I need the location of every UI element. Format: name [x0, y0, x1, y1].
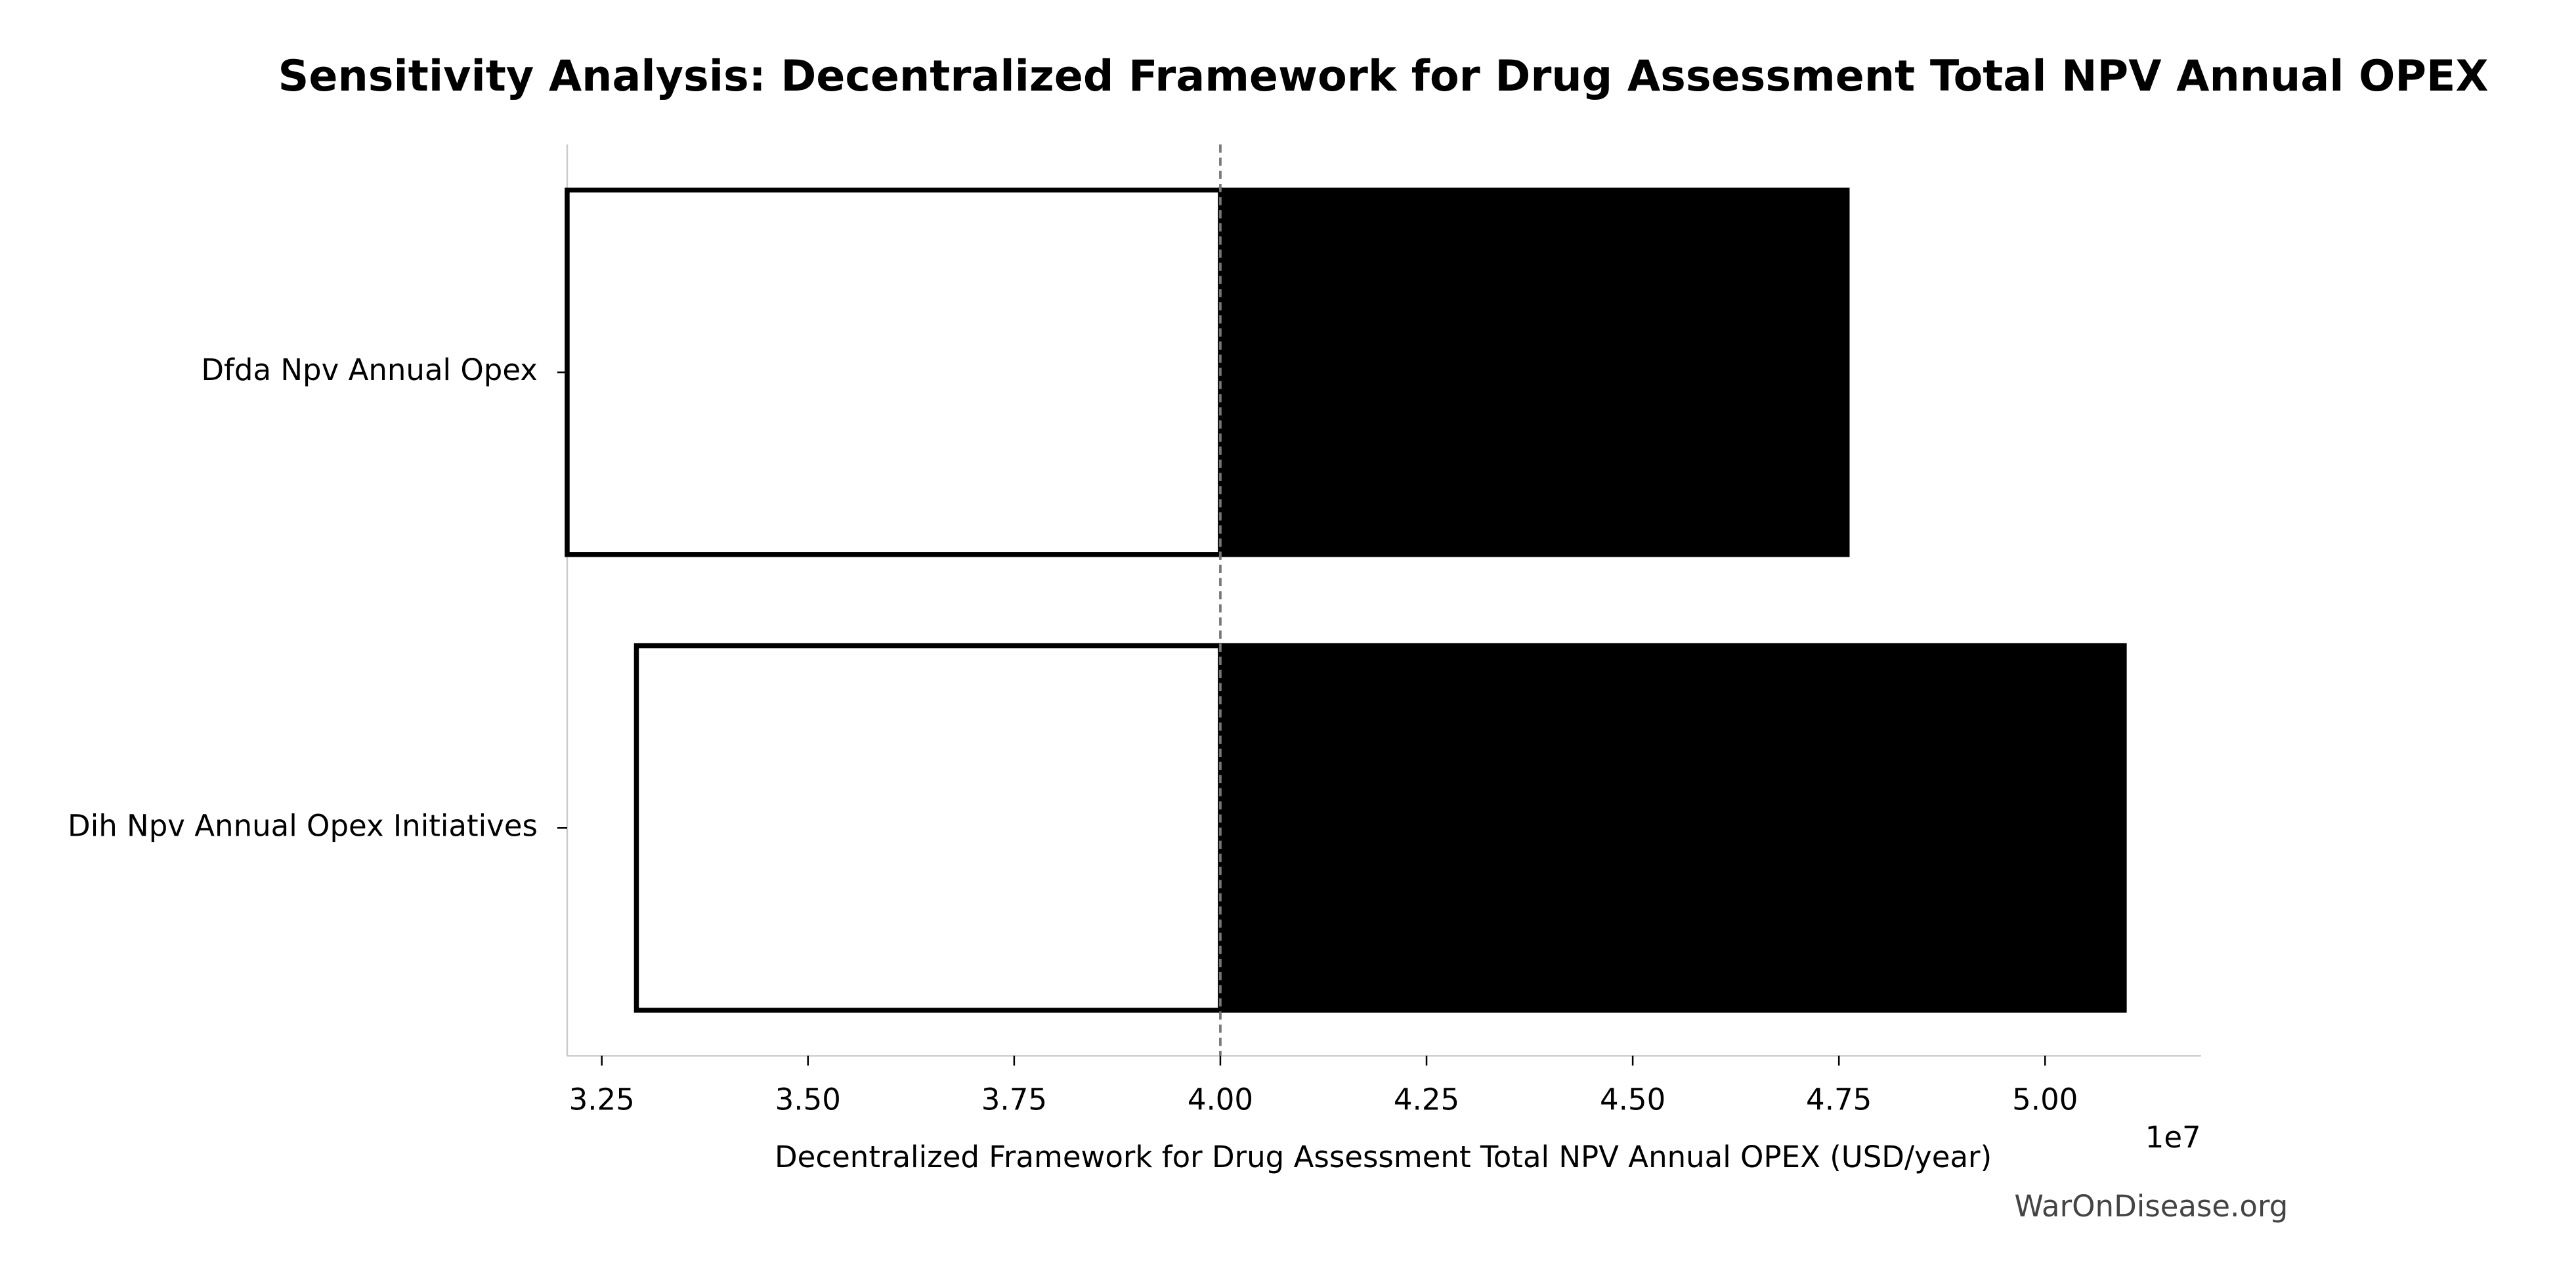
x-tick-label: 4.50 — [1600, 1082, 1665, 1117]
x-tick-label: 3.75 — [981, 1082, 1047, 1117]
chart-title: Sensitivity Analysis: Decentralized Fram… — [278, 52, 2489, 101]
x-tick-label: 4.00 — [1188, 1082, 1253, 1117]
x-tick-label: 3.50 — [775, 1082, 841, 1117]
bar-low — [633, 643, 1223, 1013]
bar-high — [1218, 187, 1850, 557]
x-tick-label: 4.75 — [1806, 1082, 1872, 1117]
bar-low — [565, 187, 1223, 557]
x-offset-label: 1e7 — [2145, 1120, 2201, 1155]
x-axis-label: Decentralized Framework for Drug Assessm… — [775, 1140, 1992, 1174]
x-tick-label: 3.25 — [569, 1082, 635, 1117]
watermark: WarOnDisease.org — [2014, 1189, 2288, 1224]
x-tick-label: 5.00 — [2012, 1082, 2078, 1117]
x-tick-label: 4.25 — [1394, 1082, 1459, 1117]
y-tick-label: Dfda Npv Annual Opex — [201, 353, 538, 387]
bar-high — [1218, 643, 2127, 1013]
y-tick-label: Dih Npv Annual Opex Initiatives — [68, 808, 538, 843]
